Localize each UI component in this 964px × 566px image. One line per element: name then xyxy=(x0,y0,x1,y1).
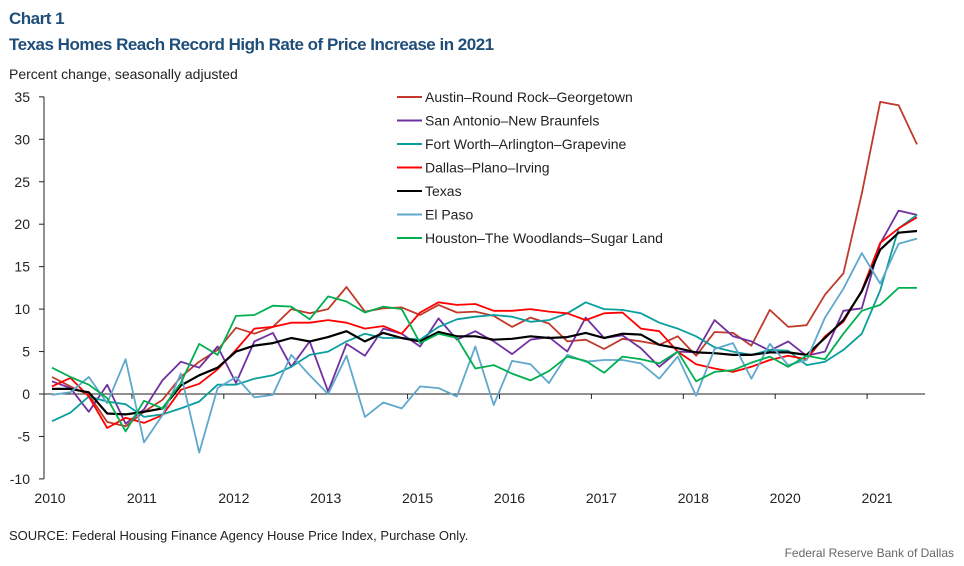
x-tick-label: 2010 xyxy=(34,490,65,506)
y-axis-unit-label: Percent change, seasonally adjusted xyxy=(9,66,238,82)
x-tick-label: 2016 xyxy=(494,490,525,506)
x-tick-label: 2021 xyxy=(862,490,893,506)
axes: -10 -5 0 5 10 15 20 25 30 35 2010 2011 2012 2013 2015 2… xyxy=(10,89,925,506)
x-tick-label: 2018 xyxy=(678,490,709,506)
series-line-fort-worth-arlington-grapevine xyxy=(51,214,918,423)
y-tick-label: 10 xyxy=(14,301,30,317)
x-tick-label: 2020 xyxy=(770,490,801,506)
y-tick-label: 25 xyxy=(14,174,30,190)
series-line-dallas-plano-irving xyxy=(51,216,918,429)
chart-title: Texas Homes Reach Record High Rate of Pr… xyxy=(9,35,494,54)
legend-label: Houston–The Woodlands–Sugar Land xyxy=(425,230,663,246)
series-line-el-paso xyxy=(51,237,918,454)
y-tick-label: 35 xyxy=(14,89,30,105)
legend: Austin–Round Rock–Georgetown San Antonio–… xyxy=(397,89,663,246)
y-tick-label: 0 xyxy=(22,386,30,402)
series-line-texas xyxy=(52,229,918,416)
series-line-houston-the-woodlands-sugar-land xyxy=(51,287,917,433)
chart-kicker: Chart 1 xyxy=(9,9,65,28)
x-tick-label: 2012 xyxy=(218,490,249,506)
legend-label: Texas xyxy=(425,183,462,199)
credit-line: Federal Reserve Bank of Dallas xyxy=(784,546,954,560)
x-tick-label: 2013 xyxy=(310,490,341,506)
series-lines xyxy=(51,101,918,454)
y-tick-label: -5 xyxy=(18,428,31,444)
y-tick-label: 30 xyxy=(14,131,30,147)
y-tick-label: 20 xyxy=(14,216,30,232)
x-tick-label: 2011 xyxy=(127,490,157,506)
series-line-austin-round-rock-georgetown xyxy=(51,101,918,428)
legend-label: Fort Worth–Arlington–Grapevine xyxy=(425,136,626,152)
legend-label: San Antonio–New Braunfels xyxy=(425,113,599,129)
source-note: SOURCE: Federal Housing Finance Agency H… xyxy=(9,528,469,543)
legend-label: Austin–Round Rock–Georgetown xyxy=(425,89,633,105)
x-tick-label: 2015 xyxy=(402,490,433,506)
legend-label: Dallas–Plano–Irving xyxy=(425,160,550,176)
legend-label: El Paso xyxy=(425,207,473,223)
y-tick-label: -10 xyxy=(10,471,30,487)
x-tick-label: 2017 xyxy=(586,490,617,506)
y-tick-label: 5 xyxy=(22,344,30,360)
y-tick-label: 15 xyxy=(14,259,30,275)
